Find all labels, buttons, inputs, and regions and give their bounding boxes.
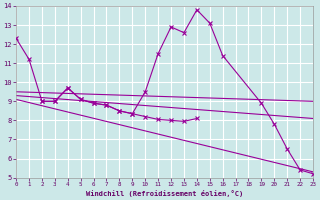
X-axis label: Windchill (Refroidissement éolien,°C): Windchill (Refroidissement éolien,°C) bbox=[86, 190, 243, 197]
